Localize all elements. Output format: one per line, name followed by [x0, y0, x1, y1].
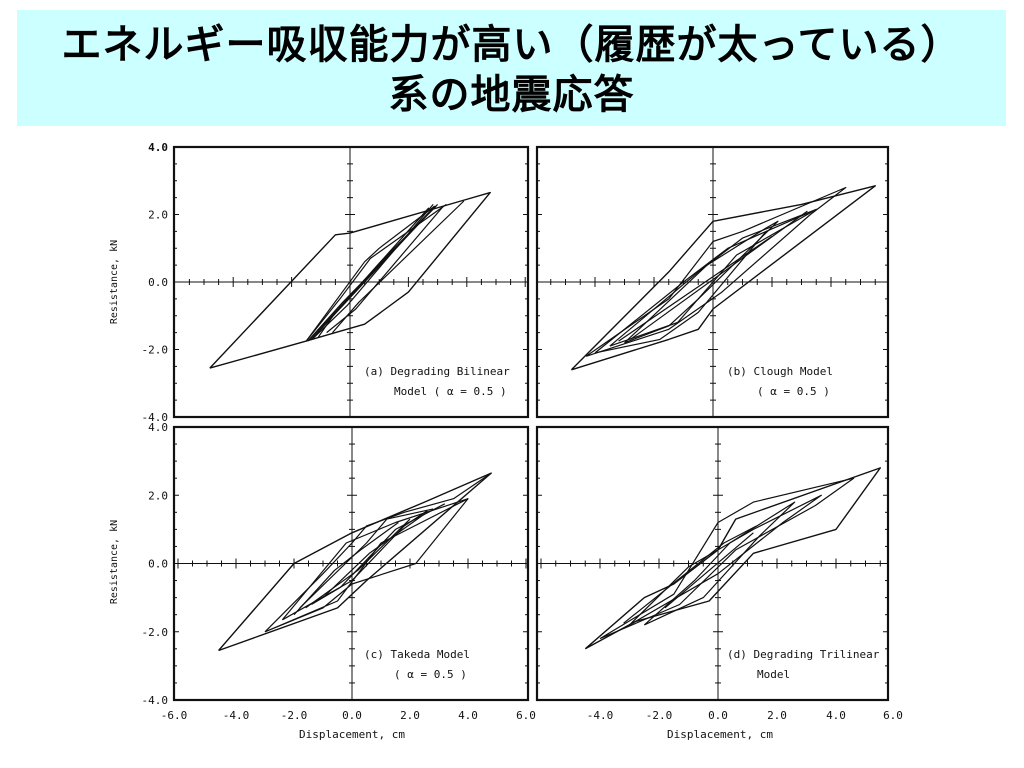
panel-caption-a-line2: Model ( α = 0.5 ) [394, 385, 507, 398]
panel-caption-b-line2: ( α = 0.5 ) [757, 385, 830, 398]
panel-caption-c-line1: (c) Takeda Model [364, 648, 470, 661]
hysteresis-loop-b-5 [618, 235, 773, 342]
hysteresis-loop-c-7 [293, 522, 399, 616]
title-line-2: 系の地震応答 [388, 72, 635, 118]
y-axis-label-bottom: Resistance, kN [109, 520, 120, 604]
y-tick-label-top: 2.0 [148, 209, 168, 222]
y-tick-label-bottom: 4.0 [148, 421, 168, 434]
panel-d: (d) Degrading Trilinear Model [535, 425, 890, 702]
x-axis-label-left: Displacement, cm [299, 728, 405, 741]
x-tick-label-left: 6.0 [516, 709, 536, 722]
hysteresis-loop-a-1 [305, 205, 436, 342]
hysteresis-loop-c-1 [264, 472, 492, 633]
hysteresis-loop-d-4 [664, 532, 754, 609]
x-tick-label-right: -2.0 [646, 709, 673, 722]
hysteresis-loop-a-5 [326, 205, 444, 334]
hysteresis-loop-b-1 [585, 186, 847, 357]
y-tick-label-bottom: 0.0 [148, 558, 168, 571]
panel-a: (a) Degrading Bilinear Model ( α = 0.5 ) [172, 145, 530, 419]
y-tick-label-bottom: -2.0 [142, 626, 169, 639]
hysteresis-loop-d-1 [599, 477, 855, 640]
x-tick-label-right: -4.0 [587, 709, 614, 722]
panel-caption-d-line1: (d) Degrading Trilinear [727, 648, 880, 661]
hysteresis-loop-a-10 [310, 205, 436, 341]
panel-caption-a-line1: (a) Degrading Bilinear [364, 365, 510, 378]
y-tick-label-top: -2.0 [142, 344, 169, 357]
x-tick-label-right: 2.0 [767, 709, 787, 722]
hysteresis-loop-a-0 [209, 191, 491, 369]
hysteresis-loop-b-0 [570, 185, 876, 371]
panel-caption-d-line2: Model [757, 668, 790, 681]
x-axis-label-right: Displacement, cm [667, 728, 773, 741]
y-tick-label-bottom: 2.0 [148, 489, 168, 502]
x-tick-label-right: 6.0 [883, 709, 903, 722]
panel-caption-c-line2: ( α = 0.5 ) [394, 668, 467, 681]
hysteresis-loop-b-2 [594, 208, 817, 354]
x-tick-label-left: 4.0 [458, 709, 478, 722]
y-axis-label-top: Resistance, kN [109, 240, 120, 324]
panel-c: (c) Takeda Model ( α = 0.5 ) [172, 425, 530, 702]
x-tick-label-left: 0.0 [342, 709, 362, 722]
hysteresis-loop-d-0 [584, 467, 881, 650]
y-tick-label-bottom: -4.0 [142, 694, 169, 707]
hysteresis-loop-c-2 [264, 498, 469, 633]
hysteresis-loop-c-5 [299, 508, 434, 609]
x-tick-label-left: -2.0 [281, 709, 308, 722]
x-tick-label-left: -6.0 [161, 709, 188, 722]
hysteresis-loop-b-6 [630, 210, 808, 340]
hysteresis-loop-c-9 [322, 513, 425, 599]
panel-b: (b) Clough Model ( α = 0.5 ) [535, 145, 890, 419]
y-tick-label-top: 0.0 [148, 276, 168, 289]
panel-caption-b-line1: (b) Clough Model [727, 365, 833, 378]
x-tick-label-left: 2.0 [400, 709, 420, 722]
hysteresis-loop-a-8 [332, 200, 465, 333]
hysteresis-loop-b-3 [609, 208, 817, 347]
x-tick-label-right: 4.0 [826, 709, 846, 722]
hysteresis-loop-d-3 [643, 501, 796, 626]
title-banner: エネルギー吸収能力が高い（履歴が太っている） 系の地震応答 [17, 10, 1006, 126]
y-tick-label-top: 4.0 [148, 141, 168, 154]
hysteresis-loop-d-2 [629, 494, 822, 626]
x-tick-label-left: -4.0 [223, 709, 250, 722]
x-tick-label-right: 0.0 [708, 709, 728, 722]
y-tick-label-top: -4.0 [142, 411, 169, 424]
hysteresis-loop-c-0 [218, 472, 492, 652]
title-line-1: エネルギー吸収能力が高い（履歴が太っている） [61, 22, 962, 68]
hysteresis-loop-b-4 [624, 220, 779, 344]
hysteresis-loop-d-5 [623, 525, 757, 624]
